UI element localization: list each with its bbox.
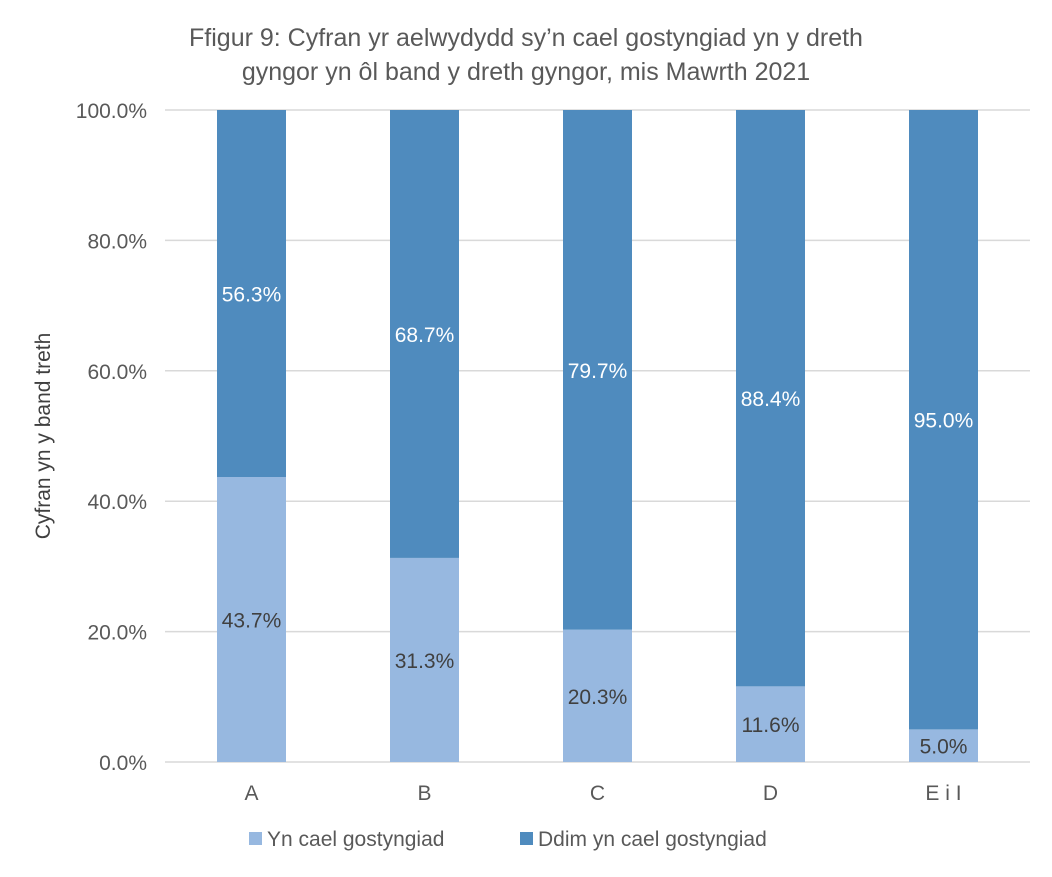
y-tick-label: 40.0% <box>87 491 147 514</box>
x-tick-label: C <box>590 782 605 805</box>
bar-segment-discount <box>909 729 978 762</box>
y-tick-label: 0.0% <box>99 752 147 775</box>
bars: 43.7% 56.3% 31.3% 68.7% 20.3% 79.7% 11.6% 88.4%… <box>217 110 978 762</box>
bar-segment-no-discount <box>909 110 978 730</box>
bar-segment-no-discount <box>217 110 286 478</box>
bar-segment-discount <box>563 629 632 762</box>
data-label: 11.6% <box>742 714 800 737</box>
legend: Yn cael gostyngiad Ddim yn cael gostyngia… <box>249 828 767 851</box>
bar-segment-discount <box>390 557 459 762</box>
data-label: 31.3% <box>395 650 455 673</box>
data-label: 20.3% <box>568 686 628 709</box>
y-tick-label: 20.0% <box>87 622 147 645</box>
bar-segment-no-discount <box>563 110 632 630</box>
data-label: 5.0% <box>920 736 968 759</box>
y-tick-label: 60.0% <box>87 361 147 384</box>
legend-label: Yn cael gostyngiad <box>267 828 444 851</box>
x-tick-label: D <box>763 782 778 805</box>
data-label: 43.7% <box>222 610 282 633</box>
data-label: 88.4% <box>741 388 801 411</box>
chart-title-line-1: Ffigur 9: Cyfran yr aelwydydd sy’n cael … <box>189 24 863 52</box>
data-label: 79.7% <box>568 360 628 383</box>
y-axis-label: Cyfran yn y band treth <box>32 333 55 540</box>
data-label: 95.0% <box>914 410 974 433</box>
bar-segment-no-discount <box>390 110 459 558</box>
chart-title-line-2: gyngor yn ôl band y dreth gyngor, mis Ma… <box>242 58 810 86</box>
y-axis-ticks: 0.0% 20.0% 40.0% 60.0% 80.0% 100.0% <box>76 100 147 775</box>
bar-segment-discount <box>736 686 805 762</box>
bar-segment-no-discount <box>736 110 805 687</box>
x-tick-label: E i I <box>925 782 961 805</box>
data-label: 56.3% <box>222 284 282 307</box>
legend-label: Ddim yn cael gostyngiad <box>538 828 767 851</box>
x-tick-label: B <box>417 782 431 805</box>
x-tick-label: A <box>244 782 258 805</box>
y-tick-label: 100.0% <box>76 100 147 123</box>
legend-swatch <box>520 832 533 845</box>
y-tick-label: 80.0% <box>87 230 147 253</box>
legend-swatch <box>249 832 262 845</box>
bar-segment-discount <box>217 477 286 762</box>
data-label: 68.7% <box>395 324 455 347</box>
